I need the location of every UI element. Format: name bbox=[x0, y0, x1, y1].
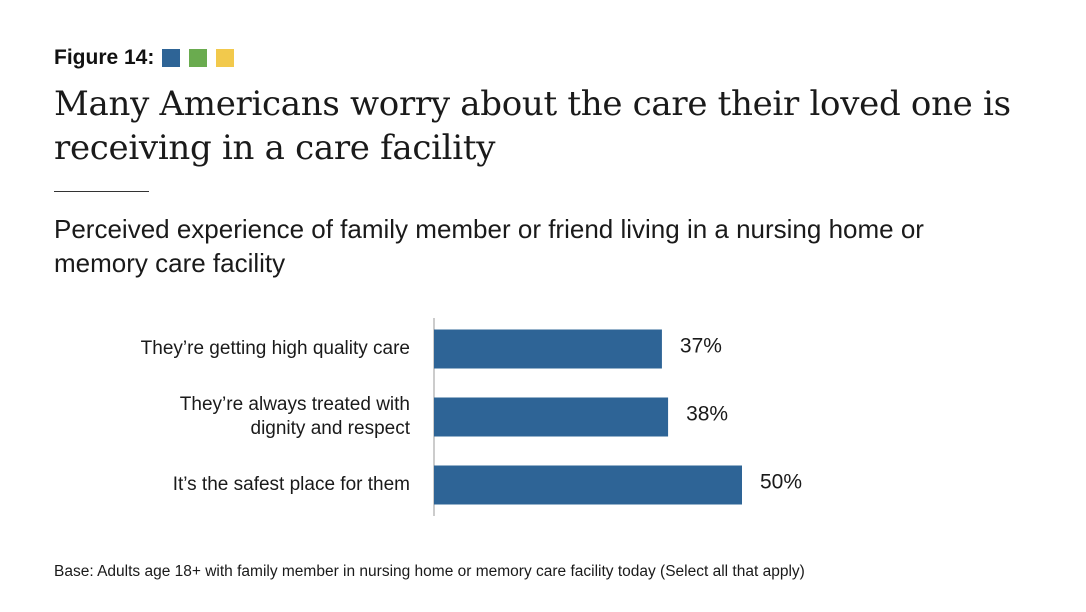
category-label: They’re always treated with dignity and r… bbox=[180, 394, 411, 439]
category-label-line: They’re getting high quality care bbox=[141, 338, 410, 359]
bar bbox=[434, 329, 662, 369]
value-label: 50% bbox=[760, 471, 802, 494]
value-label: 37% bbox=[680, 335, 722, 358]
bar bbox=[434, 465, 742, 505]
title-divider bbox=[54, 191, 149, 192]
category-label: They’re getting high quality care bbox=[141, 338, 410, 359]
bar bbox=[434, 397, 669, 437]
figure-label-row: Figure 14: bbox=[54, 44, 243, 72]
category-label-line: They’re always treated with bbox=[180, 394, 410, 415]
chart-footnote: Base: Adults age 18+ with family member … bbox=[54, 563, 805, 580]
category-label: It’s the safest place for them bbox=[173, 474, 410, 495]
category-label-line: dignity and respect bbox=[251, 418, 411, 439]
bars-layer: 37% They’re getting high quality care 38% T… bbox=[141, 329, 802, 505]
value-label: 38% bbox=[686, 403, 728, 426]
chart-title: Many Americans worry about the care thei… bbox=[54, 84, 1011, 168]
yellow-swatch bbox=[216, 49, 235, 67]
category-label-line: It’s the safest place for them bbox=[173, 474, 410, 495]
green-swatch bbox=[189, 49, 208, 67]
figure-label: Figure 14: bbox=[54, 46, 155, 69]
chart-subtitle: Perceived experience of family member or… bbox=[54, 214, 924, 278]
blue-swatch bbox=[162, 49, 181, 67]
